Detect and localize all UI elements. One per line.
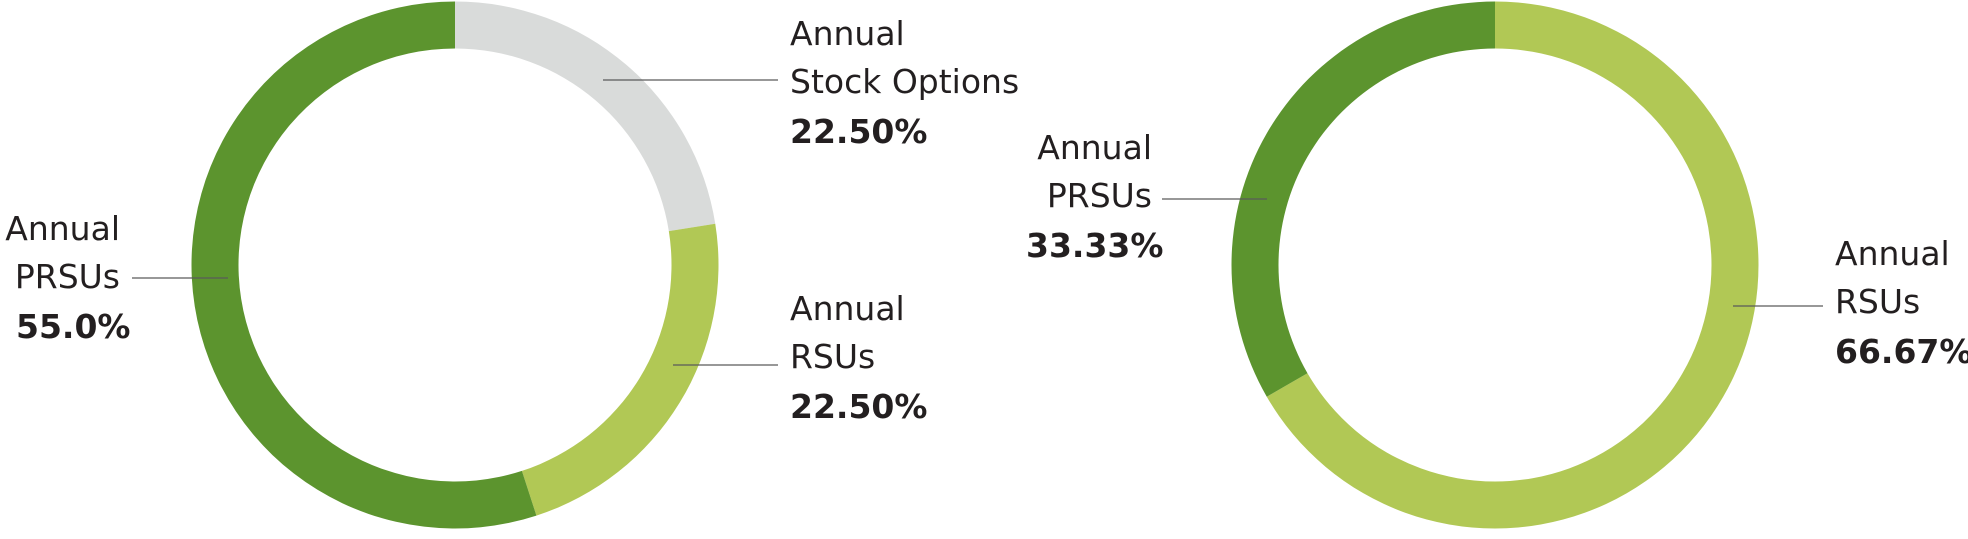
donut-slice-annual-prsus (191, 1, 537, 529)
donut-slice-annual-stock-options (455, 1, 716, 232)
slice-value-annual-prsus: 33.33% (1026, 226, 1163, 265)
slice-label-annual-rsus: RSUs (790, 337, 875, 376)
slice-label-annual-stock-options: Annual (790, 14, 905, 53)
slice-label-annual-prsus: Annual (5, 209, 120, 248)
donut-slice-annual-rsus (521, 223, 719, 516)
slice-label-annual-rsus: Annual (1835, 234, 1950, 273)
donut-slice-annual-prsus (1231, 1, 1495, 397)
slice-value-annual-stock-options: 22.50% (790, 112, 927, 151)
slice-value-annual-rsus: 66.67% (1835, 332, 1968, 371)
slice-label-annual-prsus: Annual (1037, 128, 1152, 167)
slice-label-annual-prsus: PRSUs (1047, 176, 1152, 215)
slice-value-annual-prsus: 55.0% (16, 307, 131, 346)
slice-label-annual-prsus: PRSUs (15, 257, 120, 296)
slice-label-annual-stock-options: Stock Options (790, 62, 1019, 101)
slice-value-annual-rsus: 22.50% (790, 387, 927, 426)
slice-label-annual-rsus: RSUs (1835, 282, 1920, 321)
donut-chart-2: Annual RSUs 66.67% Annual PRSUs 33.33% (1026, 1, 1968, 529)
donut-chart-1: Annual Stock Options 22.50% Annual RSUs 22.50… (5, 1, 1019, 529)
slice-label-annual-rsus: Annual (790, 289, 905, 328)
